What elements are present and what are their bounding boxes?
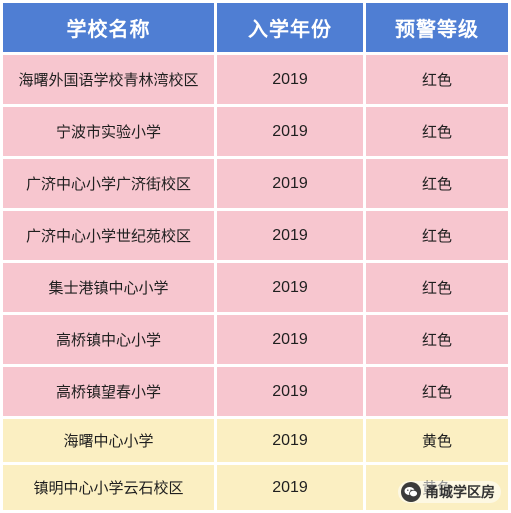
header-enroll-year: 入学年份 — [217, 3, 363, 52]
school-name-cell: 镇明中心小学云石校区 — [3, 465, 214, 510]
table-row: 集士港镇中心小学 2019 红色 — [3, 263, 508, 312]
school-name-cell: 海曙外国语学校青林湾校区 — [3, 55, 214, 104]
warning-level-cell: 红色 — [366, 55, 508, 104]
enroll-year-cell: 2019 — [217, 107, 363, 156]
wechat-watermark: 甬城学区房 — [398, 481, 501, 503]
school-name-cell: 高桥镇望春小学 — [3, 367, 214, 416]
table-row: 海曙外国语学校青林湾校区 2019 红色 — [3, 55, 508, 104]
warning-level-cell: 红色 — [366, 315, 508, 364]
school-name-cell: 广济中心小学广济街校区 — [3, 159, 214, 208]
school-name-cell: 宁波市实验小学 — [3, 107, 214, 156]
enroll-year-cell: 2019 — [217, 367, 363, 416]
watermark-text: 甬城学区房 — [425, 485, 495, 501]
school-name-cell: 集士港镇中心小学 — [3, 263, 214, 312]
school-name-cell: 海曙中心小学 — [3, 419, 214, 462]
warning-level-cell: 黄色 — [366, 419, 508, 462]
table-header-row: 学校名称 入学年份 预警等级 — [3, 3, 508, 52]
enroll-year-cell: 2019 — [217, 55, 363, 104]
table-row: 广济中心小学广济街校区 2019 红色 — [3, 159, 508, 208]
enroll-year-cell: 2019 — [217, 211, 363, 260]
warning-level-cell: 红色 — [366, 159, 508, 208]
warning-level-cell: 红色 — [366, 367, 508, 416]
header-school-name: 学校名称 — [3, 3, 214, 52]
table-row: 海曙中心小学 2019 黄色 — [3, 419, 508, 462]
enroll-year-cell: 2019 — [217, 465, 363, 510]
table-row: 广济中心小学世纪苑校区 2019 红色 — [3, 211, 508, 260]
enroll-year-cell: 2019 — [217, 159, 363, 208]
enroll-year-cell: 2019 — [217, 263, 363, 312]
warning-level-cell: 红色 — [366, 211, 508, 260]
table-row: 高桥镇望春小学 2019 红色 — [3, 367, 508, 416]
header-warning-level: 预警等级 — [366, 3, 508, 52]
table-row: 高桥镇中心小学 2019 红色 — [3, 315, 508, 364]
wechat-icon — [401, 482, 421, 502]
warning-level-cell: 红色 — [366, 263, 508, 312]
school-warning-table: 学校名称 入学年份 预警等级 海曙外国语学校青林湾校区 2019 红色 宁波市实… — [3, 3, 508, 510]
school-name-cell: 广济中心小学世纪苑校区 — [3, 211, 214, 260]
enroll-year-cell: 2019 — [217, 315, 363, 364]
warning-level-cell: 红色 — [366, 107, 508, 156]
school-name-cell: 高桥镇中心小学 — [3, 315, 214, 364]
table-row: 宁波市实验小学 2019 红色 — [3, 107, 508, 156]
enroll-year-cell: 2019 — [217, 419, 363, 462]
